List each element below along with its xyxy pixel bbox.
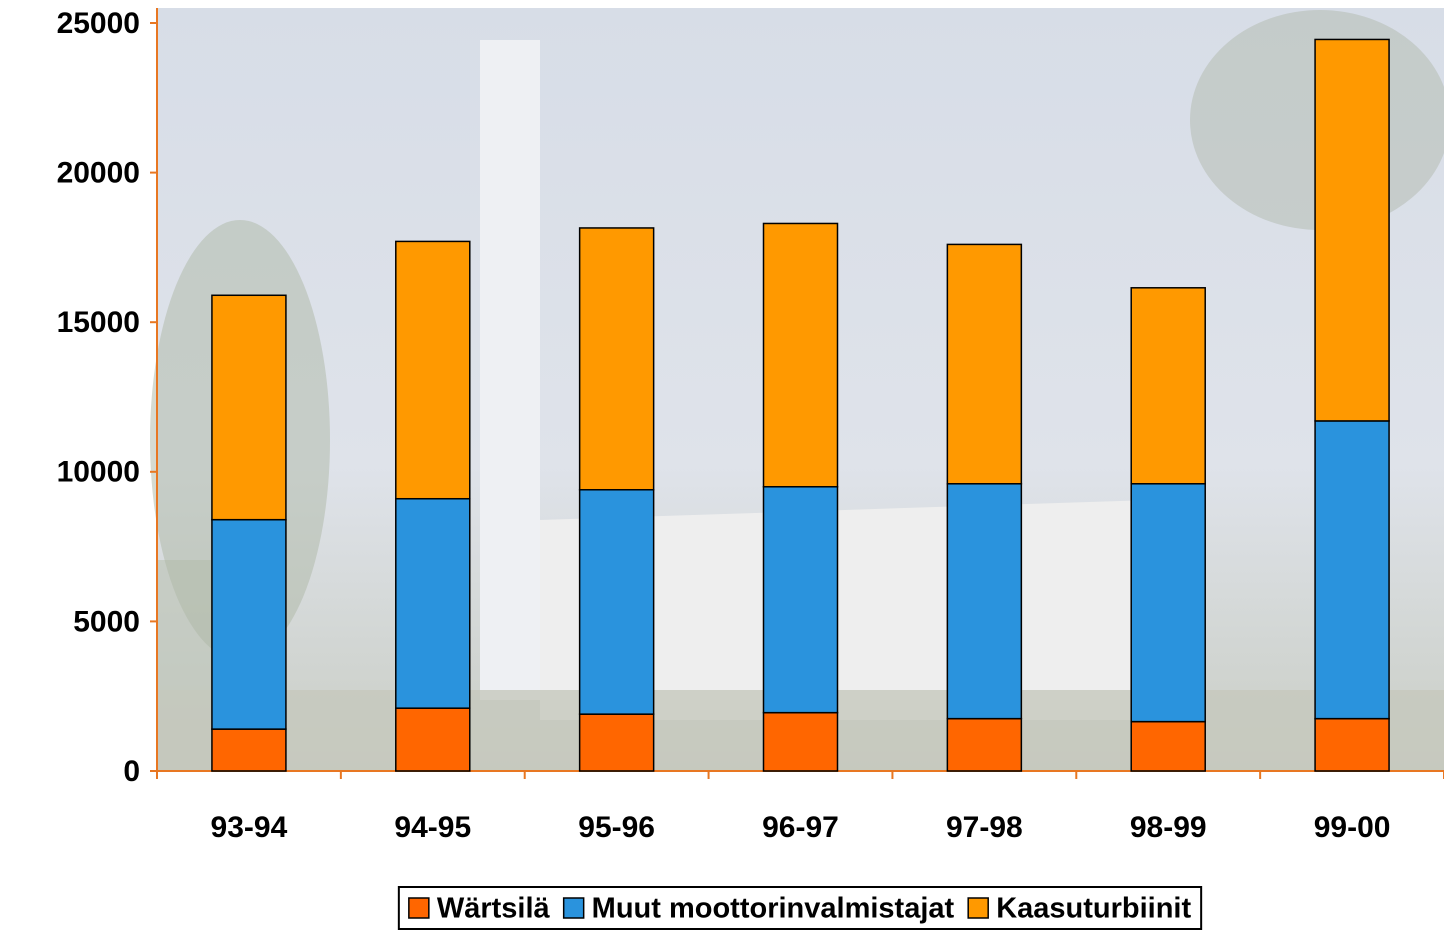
legend-swatch [408, 897, 430, 919]
legend-label: Muut moottorinvalmistajat [592, 893, 955, 925]
bar-segment [395, 240, 471, 500]
bar-segment [1314, 38, 1390, 422]
bar-segment [1130, 483, 1206, 723]
legend-swatch [562, 897, 585, 919]
legend-box [397, 886, 1203, 930]
legend-label: Kaasuturbiinit [996, 893, 1191, 925]
bar-segment [1130, 287, 1206, 485]
bar-segment [946, 483, 1023, 720]
bar-segment [762, 486, 839, 714]
bar-segment [211, 294, 287, 521]
bars [211, 38, 1390, 772]
bar-segment [211, 728, 287, 772]
x-tick-label: 95-96 [578, 811, 655, 844]
bar-segment [578, 227, 655, 491]
axes: 0 5000 10000 15000 20000 25000 93-94 94-95 95-96… [57, 7, 1444, 844]
x-tick-label: 93-94 [211, 811, 288, 844]
x-tick-label: 99-00 [1314, 811, 1391, 844]
bar-segment [211, 518, 287, 730]
bar-segment [762, 711, 839, 772]
bar-segment [762, 222, 839, 488]
bar-segment [1314, 717, 1390, 772]
y-tick-label: 10000 [57, 456, 140, 489]
y-tick-label: 0 [123, 755, 140, 788]
bar-segment [578, 713, 655, 772]
y-tick-label: 25000 [57, 7, 140, 40]
x-tick-label: 97-98 [946, 811, 1023, 844]
y-tick-label: 5000 [73, 605, 140, 638]
bar-segment [946, 717, 1023, 772]
x-tick-label: 96-97 [762, 811, 839, 844]
bar-segment [946, 243, 1023, 485]
legend-swatch [967, 897, 989, 919]
bar-segment [578, 489, 655, 715]
x-tick-label: 98-99 [1130, 811, 1207, 844]
y-tick-label: 20000 [57, 157, 140, 190]
legend-label: Wärtsilä [437, 893, 551, 925]
legend: Wärtsilä Muut moottorinvalmistajat Kaasutu… [397, 886, 1203, 930]
bar-segment [1130, 720, 1206, 772]
bar-segment [395, 497, 471, 709]
y-tick-label: 15000 [57, 306, 140, 339]
bar-segment [1314, 420, 1390, 720]
bar-segment [395, 707, 471, 772]
x-tick-label: 94-95 [394, 811, 471, 844]
